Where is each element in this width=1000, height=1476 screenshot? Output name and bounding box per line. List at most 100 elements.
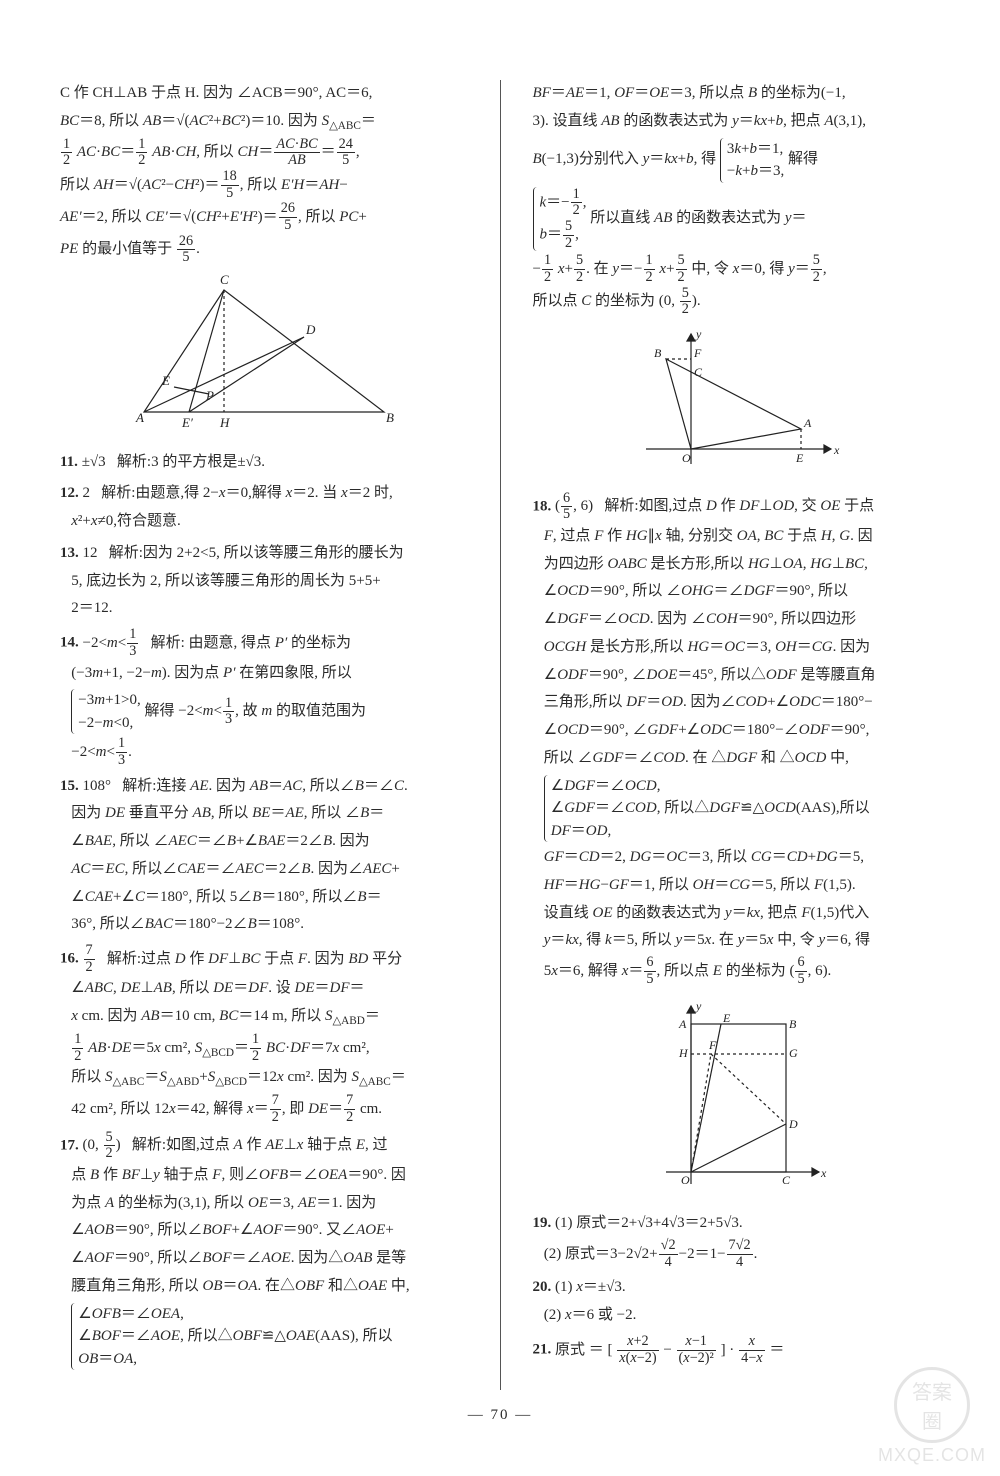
text: GF＝CD＝2, DG＝OC＝3, 所以 CG＝CD+DG＝5, [533, 849, 865, 865]
text: (65, 6) 解析:如图,过点 D 作 DF⊥OD, 交 OE 于点 [555, 498, 874, 514]
text: AC＝EC, 所以∠CAE＝∠AEC＝2∠B. 因为∠AEC+ [60, 861, 400, 877]
right-column: BF＝AE＝1, OF＝OE＝3, 所以点 B 的坐标为(−1, 3). 设直线… [533, 80, 941, 1390]
text: OCGH 是长方形,所以 HG＝OC＝3, OH＝CG. 因为 [533, 639, 871, 655]
text: 36°, 所以∠BAC＝180°−2∠B＝108°. [60, 916, 304, 932]
text: ∠DGF＝∠OCD. 因为 ∠COH＝90°, 所以四边形 [533, 611, 857, 627]
q13: 13. 12 解析:因为 2+2<5, 所以该等腰三角形的腰长为 5, 底边长为… [60, 540, 468, 623]
text: ∠OCD＝90°, 所以 ∠OHG＝∠DGF＝90°, 所以 [533, 583, 848, 599]
text: 因为 DE 垂直平分 AB, 所以 BE＝AE, 所以 ∠B＝ [60, 805, 384, 821]
text: 12 AC·BC＝12 AB·CH, 所以 CH＝AC·BCAB＝245, [60, 144, 360, 160]
text: ∠AOB＝90°, 所以∠BOF+∠AOF＝90°. 又∠AOE+ [60, 1222, 394, 1238]
svg-text:y: y [695, 327, 702, 341]
text: AE′＝2, 所以 CE′＝√(CH²+E′H²)＝265, 所以 PC+ [60, 209, 367, 225]
wm-bottom: 圈 [922, 1405, 942, 1434]
text: F, 过点 F 作 HG∥x 轴, 分别交 OA, BC 于点 H, G. 因 [533, 528, 873, 544]
q-number: 13. [60, 545, 79, 561]
q14: 14. −2<m<13 解析: 由题意, 得点 P′ 的坐标为 (−3m+1, … [60, 627, 468, 768]
q17: 17. (0, 52) 解析:如图,过点 A 作 AE⊥x 轴于点 E, 过 点… [60, 1130, 468, 1373]
svg-text:E′: E′ [181, 415, 193, 430]
text: 5x＝6, 解得 x＝65, 所以点 E 的坐标为 (65, 6). [533, 963, 832, 979]
text: 3). 设直线 AB 的函数表达式为 y＝kx+b, 把点 A(3,1), [533, 113, 867, 129]
text: 三角形,所以 DF＝OD. 因为∠COD+∠ODC＝180°− [533, 694, 873, 710]
text: −3m+1>0,−2−m<0, 解得 −2<m<13, 故 m 的取值范围为 [60, 703, 366, 719]
q17-continuation: BF＝AE＝1, OF＝OE＝3, 所以点 B 的坐标为(−1, 3). 设直线… [533, 80, 941, 318]
svg-text:D: D [788, 1117, 798, 1131]
text: 点 B 作 BF⊥y 轴于点 F, 则∠OFB＝∠OEA＝90°. 因 [60, 1167, 406, 1183]
text: 72 解析:过点 D 作 DF⊥BC 于点 F. 因为 BD 平分 [83, 951, 403, 967]
figure-coord-1: O x y A B C F E [533, 324, 941, 485]
text: 12 解析:因为 2+2<5, 所以该等腰三角形的腰长为 [83, 545, 404, 561]
svg-text:O: O [681, 1173, 690, 1187]
text: BC＝8, 所以 AB＝√(AC²+BC²)＝10. 因为 S△ABC＝ [60, 113, 376, 129]
text: 5, 底边长为 2, 所以该等腰三角形的周长为 5+5+ [60, 573, 381, 589]
svg-text:y: y [695, 999, 702, 1013]
svg-text:x: x [820, 1166, 827, 1180]
text: ∠OCD＝90°, ∠GDF+∠ODC＝180°−∠ODF＝90°, [533, 722, 870, 738]
svg-text:P: P [205, 388, 214, 403]
svg-text:H: H [678, 1046, 689, 1060]
text: 12 AB·DE＝5x cm², S△BCD＝12 BC·DF＝7x cm², [60, 1040, 370, 1056]
svg-text:O: O [682, 451, 691, 465]
watermark-url: MXQE.COM [878, 1445, 986, 1466]
q-number: 18. [533, 498, 552, 514]
figure-triangle: A B C D E E′ H P [60, 272, 468, 443]
text: 2＝12. [60, 600, 113, 616]
text: (0, 52) 解析:如图,过点 A 作 AE⊥x 轴于点 E, 过 [83, 1137, 388, 1153]
q-number: 12. [60, 485, 79, 501]
text: 所以点 C 的坐标为 (0, 52). [533, 293, 701, 309]
page: C 作 CH⊥AB 于点 H. 因为 ∠ACB＝90°, AC＝6, BC＝8,… [0, 0, 1000, 1476]
text: 2 解析:由题意,得 2−x＝0,解得 x＝2. 当 x＝2 时, [83, 485, 393, 501]
q-number: 14. [60, 635, 79, 651]
text: ∠AOF＝90°, 所以∠BOF＝∠AOE. 因为△OAB 是等 [60, 1250, 406, 1266]
svg-text:C: C [220, 272, 229, 287]
svg-text:A: A [678, 1017, 687, 1031]
text: ∠ABC, DE⊥AB, 所以 DE＝DF. 设 DE＝DF＝ [60, 980, 365, 996]
column-divider [500, 80, 501, 1390]
q21: 21. 原式 ＝ [ x+2x(x−2) − x−1(x−2)² ] · x4−… [533, 1334, 941, 1366]
svg-text:B: B [789, 1017, 797, 1031]
svg-text:H: H [219, 415, 230, 430]
text: 所以 AH＝√(AC²−CH²)＝185, 所以 E′H＝AH− [60, 177, 348, 193]
svg-text:E: E [795, 451, 804, 465]
text: ∠CAE+∠C＝180°, 所以 5∠B＝180°, 所以∠B＝ [60, 889, 382, 905]
q20: 20. (1) x＝±√3. (2) x＝6 或 −2. [533, 1274, 941, 1330]
text: C 作 CH⊥AB 于点 H. 因为 ∠ACB＝90°, AC＝6, [60, 85, 372, 101]
q11: 11. ±√3 解析:3 的平方根是±√3. [60, 449, 468, 477]
svg-text:C: C [694, 365, 703, 379]
q-number: 15. [60, 778, 79, 794]
svg-text:G: G [789, 1046, 798, 1060]
text: y＝kx, 得 k＝5, 所以 y＝5x. 在 y＝5x 中, 令 y＝6, 得 [533, 932, 871, 948]
text: ±√3 解析:3 的平方根是±√3. [82, 454, 265, 470]
q19: 19. (1) 原式＝2+√3+4√3＝2+5√3. (2) 原式＝3−2√2+… [533, 1210, 941, 1270]
text: 为点 A 的坐标为(3,1), 所以 OE＝3, AE＝1. 因为 [60, 1195, 376, 1211]
text: x cm. 因为 AB＝10 cm, BC＝14 m, 所以 S△ABD＝ [60, 1008, 380, 1024]
text: (−3m+1, −2−m). 因为点 P′ 在第四象限, 所以 [60, 665, 352, 681]
text: −2<m<13. [60, 744, 132, 760]
q-number: 11. [60, 454, 78, 470]
text: 42 cm², 所以 12x＝42, 解得 x＝72, 即 DE＝72 cm. [60, 1101, 382, 1117]
svg-text:E: E [161, 373, 170, 388]
q-number: 17. [60, 1137, 79, 1153]
svg-text:F: F [693, 346, 702, 360]
text: PE 的最小值等于 265. [60, 241, 200, 257]
page-number: — 70 — [468, 1407, 533, 1424]
q15: 15. 108° 解析:连接 AE. 因为 AB＝AC, 所以∠B＝∠C. 因为… [60, 773, 468, 940]
svg-text:A: A [803, 416, 812, 430]
text: ∠ODF＝90°, ∠DOE＝45°, 所以△ODF 是等腰直角 [533, 667, 876, 683]
text: (1) 原式＝2+√3+4√3＝2+5√3. [555, 1215, 743, 1231]
text: −2<m<13 解析: 由题意, 得点 P′ 的坐标为 [83, 635, 352, 651]
text: HF＝HG−GF＝1, 所以 OH＝CG＝5, 所以 F(1,5). [533, 877, 856, 893]
q-number: 20. [533, 1279, 552, 1295]
svg-text:A: A [135, 410, 144, 425]
q12: 12. 2 解析:由题意,得 2−x＝0,解得 x＝2. 当 x＝2 时, x²… [60, 480, 468, 536]
text: B(−1,3)分别代入 y＝kx+b, 得 3k+b＝1,−k+b＝3, 解得 [533, 151, 819, 167]
text: 设直线 OE 的函数表达式为 y＝kx, 把点 F(1,5)代入 [533, 905, 870, 921]
svg-text:D: D [305, 322, 316, 337]
svg-text:B: B [654, 346, 662, 360]
wm-top: 答案 [912, 1376, 952, 1405]
q16: 16. 72 解析:过点 D 作 DF⊥BC 于点 F. 因为 BD 平分 ∠A… [60, 943, 468, 1125]
q18: 18. (65, 6) 解析:如图,过点 D 作 DF⊥OD, 交 OE 于点 … [533, 491, 941, 988]
watermark: 答案 圈 MXQE.COM [878, 1367, 986, 1466]
watermark-icon: 答案 圈 [894, 1367, 970, 1443]
text: (2) x＝6 或 −2. [533, 1307, 637, 1323]
